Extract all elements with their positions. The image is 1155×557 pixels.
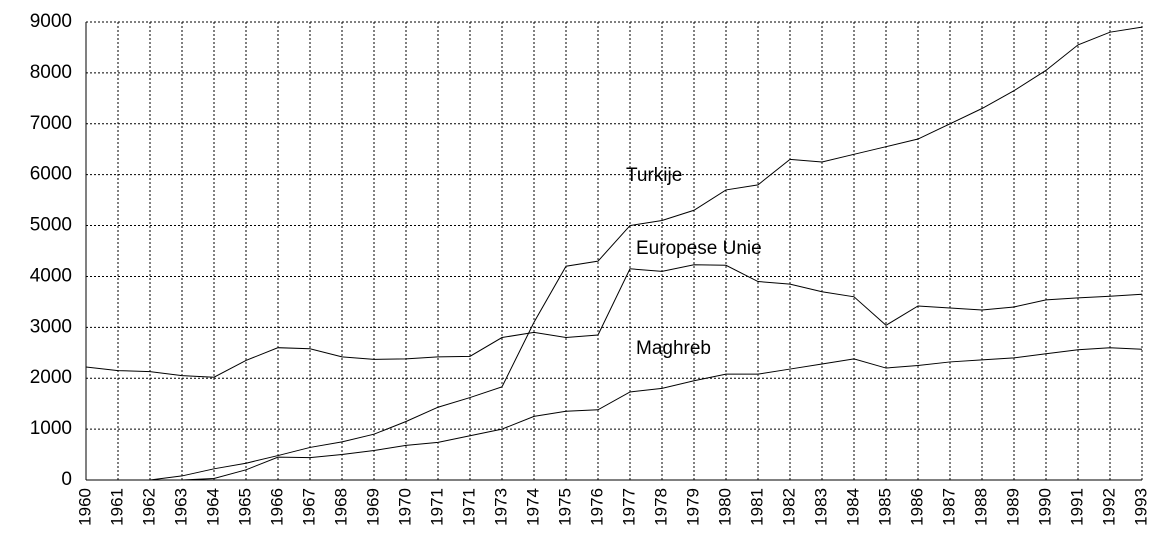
x-tick-label: 1980 bbox=[715, 488, 734, 526]
x-tick-label: 1990 bbox=[1035, 488, 1054, 526]
x-tick-label: 1960 bbox=[75, 488, 94, 526]
x-tick-label: 1964 bbox=[203, 488, 222, 526]
x-tick-label: 1966 bbox=[267, 488, 286, 526]
x-tick-label: 1993 bbox=[1131, 488, 1150, 526]
x-tick-label: 1981 bbox=[747, 488, 766, 526]
x-tick-label: 1969 bbox=[363, 488, 382, 526]
x-tick-label: 1967 bbox=[299, 488, 318, 526]
x-tick-label: 1973 bbox=[491, 488, 510, 526]
y-tick-label: 2000 bbox=[30, 367, 72, 388]
y-tick-label: 0 bbox=[61, 469, 72, 490]
y-tick-label: 8000 bbox=[30, 62, 72, 83]
y-tick-label: 4000 bbox=[30, 265, 72, 286]
x-tick-label: 1968 bbox=[331, 488, 350, 526]
x-tick-label: 1965 bbox=[235, 488, 254, 526]
x-tick-label: 1983 bbox=[811, 488, 830, 526]
series-label: Turkije bbox=[626, 165, 682, 186]
x-tick-label: 1987 bbox=[939, 488, 958, 526]
x-tick-label: 1961 bbox=[107, 488, 126, 526]
x-tick-label: 1975 bbox=[555, 488, 574, 526]
y-tick-label: 7000 bbox=[30, 113, 72, 134]
x-tick-label: 1991 bbox=[1067, 488, 1086, 526]
y-tick-label: 3000 bbox=[30, 316, 72, 337]
x-tick-label: 1992 bbox=[1099, 488, 1118, 526]
series-line bbox=[86, 347, 1143, 481]
x-tick-label: 1986 bbox=[907, 488, 926, 526]
x-tick-label: 1974 bbox=[523, 488, 542, 526]
y-tick-label: 6000 bbox=[30, 164, 72, 185]
x-tick-label: 1962 bbox=[139, 488, 158, 526]
series-label: Maghreb bbox=[636, 338, 711, 359]
x-tick-label: 1988 bbox=[971, 488, 990, 526]
x-tick-label: 1978 bbox=[651, 488, 670, 526]
y-tick-label: 5000 bbox=[30, 215, 72, 236]
x-tick-label: 1970 bbox=[395, 488, 414, 526]
x-tick-label: 1984 bbox=[843, 488, 862, 526]
x-tick-label: 1971 bbox=[459, 488, 478, 526]
x-tick-label: 1976 bbox=[587, 488, 606, 526]
series-label: Europese Unie bbox=[636, 238, 762, 259]
series-line bbox=[85, 264, 1143, 378]
y-tick-label: 9000 bbox=[30, 11, 72, 32]
x-tick-label: 1971 bbox=[427, 488, 446, 526]
x-tick-label: 1979 bbox=[683, 488, 702, 526]
series-line bbox=[86, 26, 1143, 481]
y-tick-label: 1000 bbox=[30, 418, 72, 439]
x-tick-label: 1985 bbox=[875, 488, 894, 526]
x-tick-label: 1963 bbox=[171, 488, 190, 526]
x-tick-label: 1977 bbox=[619, 488, 638, 526]
x-tick-label: 1989 bbox=[1003, 488, 1022, 526]
x-tick-label: 1982 bbox=[779, 488, 798, 526]
